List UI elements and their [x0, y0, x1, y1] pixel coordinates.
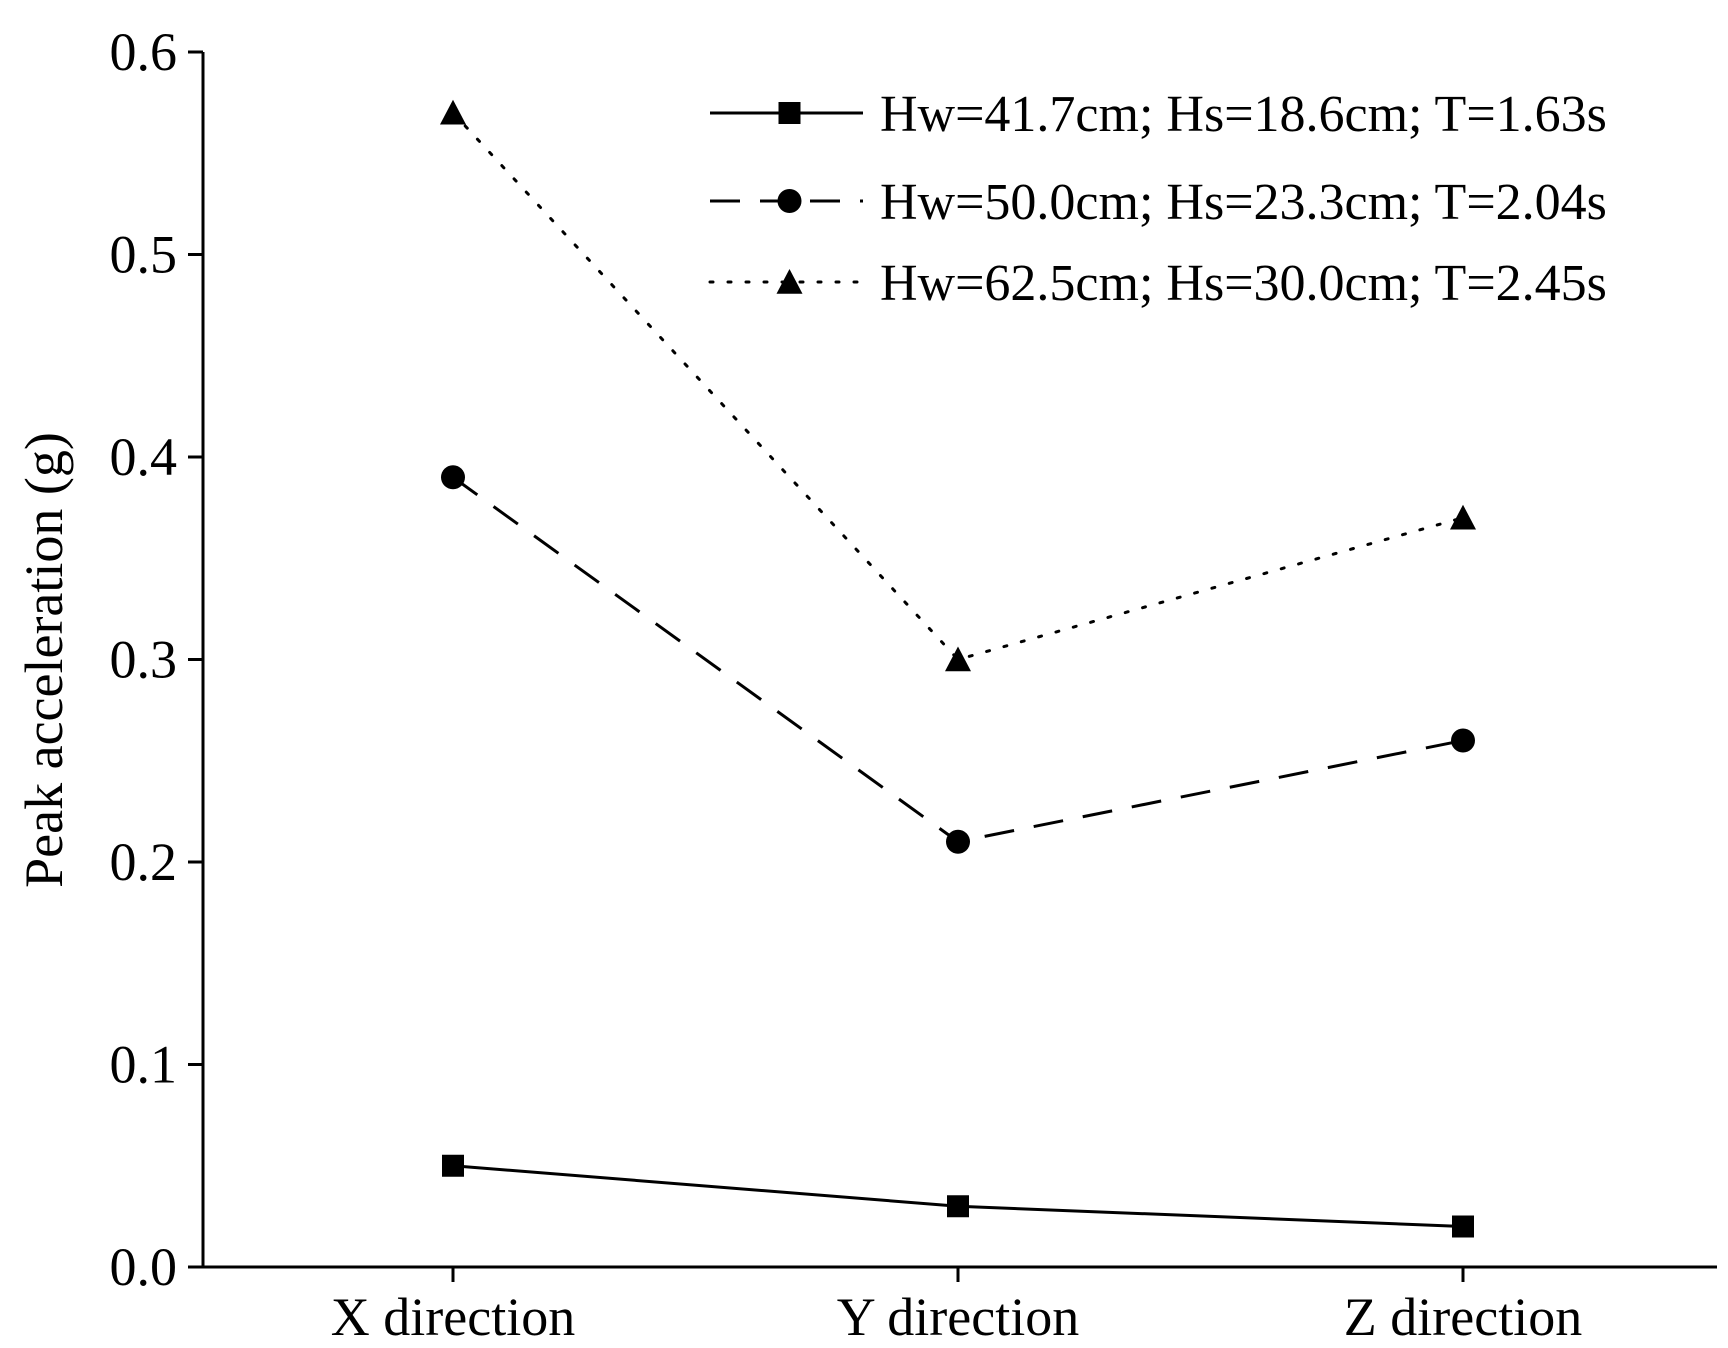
series-circle — [441, 465, 1475, 854]
legend-marker-triangle — [776, 269, 803, 294]
y-tick-label: 0.5 — [110, 225, 178, 285]
y-axis-title: Peak acceleration (g) — [14, 432, 74, 888]
y-tick-label: 0.1 — [110, 1035, 178, 1095]
data-point-circle-marker — [1451, 728, 1475, 753]
legend-label: Hw=50.0cm; Hs=23.3cm; T=2.04s — [880, 174, 1607, 231]
x-tick-label: Y direction — [837, 1287, 1079, 1347]
data-point-square-marker — [442, 1154, 464, 1177]
series-square — [442, 1154, 1474, 1238]
data-point-triangle-marker — [945, 646, 971, 672]
series-group — [440, 99, 1476, 1238]
y-axis-ticks: 0.0 0.1 0.2 0.3 0.4 0.5 0.6 — [110, 22, 203, 1297]
legend-marker-circle — [777, 189, 802, 213]
series-triangle — [440, 99, 1476, 672]
x-axis-ticks: X direction Y direction Z direction — [331, 1267, 1582, 1347]
y-tick-label: 0.0 — [110, 1237, 178, 1297]
data-point-square-marker — [947, 1195, 969, 1218]
data-point-square-marker — [1452, 1215, 1474, 1238]
y-tick-label: 0.3 — [110, 630, 178, 690]
legend-item: Hw=62.5cm; Hs=30.0cm; T=2.45s — [708, 255, 1607, 312]
y-tick-label: 0.6 — [110, 22, 178, 82]
legend: Hw=41.7cm; Hs=18.6cm; T=1.63s Hw=50.0cm; … — [708, 86, 1607, 312]
y-tick-label: 0.2 — [110, 832, 178, 892]
y-tick-label: 0.4 — [110, 427, 178, 487]
legend-label: Hw=41.7cm; Hs=18.6cm; T=1.63s — [880, 86, 1607, 143]
x-tick-label: X direction — [331, 1287, 575, 1347]
legend-label: Hw=62.5cm; Hs=30.0cm; T=2.45s — [880, 255, 1607, 312]
legend-item: Hw=50.0cm; Hs=23.3cm; T=2.04s — [710, 174, 1607, 231]
legend-marker-square — [778, 102, 801, 124]
data-point-circle-marker — [946, 829, 970, 854]
legend-item: Hw=41.7cm; Hs=18.6cm; T=1.63s — [710, 86, 1607, 143]
data-point-circle-marker — [441, 465, 465, 490]
data-point-triangle-marker — [440, 99, 466, 125]
data-point-triangle-marker — [1450, 504, 1476, 530]
x-tick-label: Z direction — [1344, 1287, 1582, 1347]
